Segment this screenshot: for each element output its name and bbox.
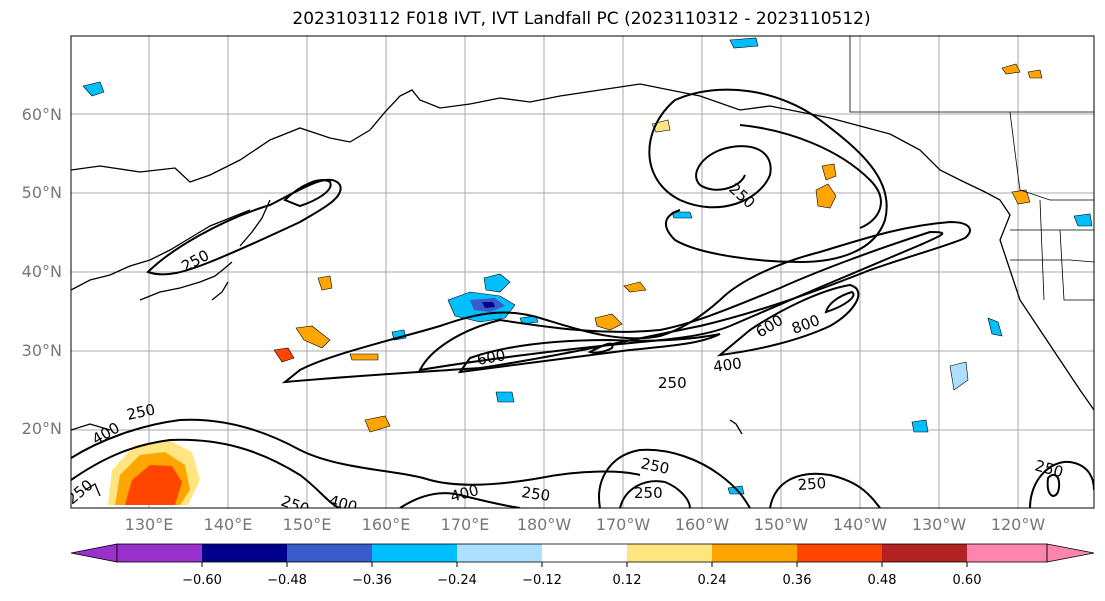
ivt-contours: [71, 88, 1094, 508]
contour-label: 250: [634, 484, 663, 502]
contour-label: 400: [712, 354, 743, 376]
colorbar-tick-label: 0.48: [867, 573, 897, 588]
lat-label: 30°N: [21, 341, 62, 360]
colorbar-tick-label: −0.48: [267, 573, 307, 588]
lat-label: 20°N: [21, 419, 62, 438]
colorbar-tick-label: −0.60: [182, 573, 222, 588]
chart-title: 2023103112 F018 IVT, IVT Landfall PC (20…: [292, 9, 871, 29]
lon-label: 150°W: [753, 515, 809, 534]
contour-label: 250: [639, 454, 671, 478]
lon-label: 120°W: [990, 515, 1046, 534]
coastlines: [71, 83, 1094, 497]
lon-label: 160°W: [674, 515, 730, 534]
lon-label: 150°E: [282, 515, 332, 534]
lon-label: 130°W: [911, 515, 967, 534]
colorbar-tick-label: 0.60: [952, 573, 982, 588]
colorbar-cell: [457, 544, 542, 562]
colorbar-cell: [542, 544, 627, 562]
contour-label: 600: [476, 346, 507, 369]
colorbar-tick-label: −0.12: [522, 573, 562, 588]
political-borders: [849, 36, 1094, 301]
lon-label: 170°W: [595, 515, 651, 534]
contour-label: 250: [520, 483, 551, 505]
lon-label: 160°E: [361, 515, 411, 534]
colorbar-cell: [882, 544, 967, 562]
colorbar-cell: [797, 544, 882, 562]
lat-label: 60°N: [21, 105, 62, 124]
colorbar-tick-label: −0.36: [352, 573, 392, 588]
lon-label: 140°W: [832, 515, 888, 534]
contour-label: 250: [125, 400, 157, 424]
colorbar-tick-label: −0.24: [437, 573, 477, 588]
colorbar-cell: [202, 544, 287, 562]
lon-label: 140°E: [203, 515, 253, 534]
colorbar-cell: [712, 544, 797, 562]
contour-label: 250: [658, 374, 687, 392]
colorbar-tick-label: 0.36: [782, 573, 812, 588]
lat-label: 40°N: [21, 262, 62, 281]
lon-label: 130°E: [124, 515, 174, 534]
colorbar-extend-low: [70, 543, 118, 563]
colorbar-cell: [967, 544, 1047, 562]
colorbar-tick-label: 0.12: [612, 573, 642, 588]
colorbar: [70, 543, 1095, 567]
colorbar-extend-high: [1046, 543, 1095, 563]
lon-label: 180°W: [516, 515, 572, 534]
colorbar-cell: [627, 544, 712, 562]
contour-label: 250: [797, 474, 827, 494]
colorbar-cell: [117, 544, 202, 562]
colorbar-tick-label: 0.24: [697, 573, 727, 588]
colorbar-frame: [116, 543, 1048, 563]
lon-label: 170°E: [440, 515, 490, 534]
colorbar-cell: [287, 544, 372, 562]
map-frame: [70, 35, 1095, 509]
lat-label: 50°N: [21, 183, 62, 202]
colorbar-cell: [372, 544, 457, 562]
ivt-probability-fill: [82, 37, 1093, 505]
